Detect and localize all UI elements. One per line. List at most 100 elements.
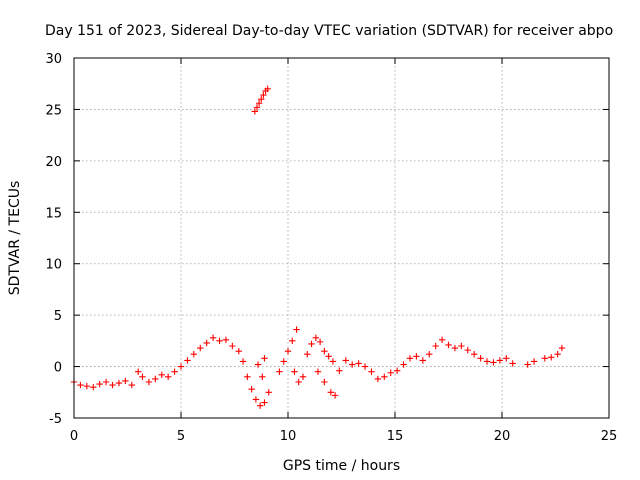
data-point: [259, 373, 266, 381]
data-point: [177, 363, 185, 370]
data-point: [295, 378, 302, 386]
data-point: [216, 337, 223, 345]
x-axis-label: GPS time / hours: [283, 458, 400, 474]
data-point: [239, 358, 247, 365]
data-point: [229, 342, 236, 350]
data-point: [509, 360, 516, 367]
data-point: [445, 341, 452, 349]
data-point: [261, 355, 268, 362]
data-point: [541, 355, 548, 362]
data-point: [432, 342, 439, 350]
data-point: [258, 95, 265, 103]
data-point: [171, 368, 178, 375]
data-point: [312, 334, 320, 341]
data-point: [308, 340, 315, 348]
data-point: [368, 368, 375, 375]
data-point: [90, 383, 97, 391]
data-point: [419, 357, 427, 364]
data-point: [490, 359, 497, 366]
data-point: [77, 381, 84, 389]
y-tick-label: 15: [45, 206, 62, 221]
data-point: [299, 373, 307, 381]
data-point: [284, 347, 292, 355]
data-point: [400, 361, 407, 368]
data-point: [503, 355, 510, 362]
data-point: [291, 368, 298, 375]
data-point: [387, 369, 394, 376]
data-point: [251, 108, 259, 115]
y-tick-label: 0: [54, 361, 62, 376]
data-point: [524, 361, 531, 368]
data-point: [209, 334, 217, 341]
y-tick-label: 30: [45, 52, 62, 67]
data-point: [145, 378, 153, 386]
data-point: [190, 351, 198, 358]
data-point: [222, 336, 230, 344]
plot-frame: [73, 57, 610, 419]
data-point: [280, 358, 287, 365]
x-tick-label: 20: [494, 429, 511, 444]
data-point: [102, 378, 110, 386]
y-tick-label: 5: [54, 309, 62, 324]
x-tick-label: 10: [280, 429, 297, 444]
x-tick-label: 25: [601, 429, 618, 444]
data-point: [438, 336, 446, 344]
data-point: [256, 402, 264, 409]
x-tick-label: 5: [177, 429, 185, 444]
y-axis-label: SDTVAR / TECUs: [7, 181, 23, 296]
data-point: [464, 346, 471, 354]
data-point: [128, 381, 135, 389]
data-point: [355, 360, 362, 367]
grid-lines: [74, 58, 609, 418]
data-point: [139, 373, 146, 381]
data-point: [261, 399, 268, 406]
data-point: [374, 375, 382, 383]
data-point: [197, 344, 204, 352]
y-tick-label: 25: [45, 103, 62, 118]
data-point: [316, 338, 324, 346]
data-point: [314, 368, 322, 375]
chart-title: Day 151 of 2023, Sidereal Day-to-day VTE…: [45, 23, 613, 39]
data-point: [331, 392, 339, 399]
data-point: [96, 380, 103, 388]
data-point: [530, 358, 538, 365]
data-point: [381, 373, 388, 381]
data-point: [264, 85, 271, 93]
data-point: [115, 379, 123, 387]
data-point: [164, 373, 172, 381]
data-point: [558, 344, 566, 352]
x-tick-label: 0: [70, 429, 78, 444]
data-point: [122, 377, 129, 385]
data-point: [451, 344, 459, 352]
y-tick-label: 20: [45, 155, 62, 170]
data-point: [304, 351, 311, 358]
data-point: [342, 357, 349, 364]
data-point: [235, 347, 242, 355]
y-tick-label: -5: [49, 412, 62, 427]
data-point: [406, 355, 414, 362]
data-point: [470, 351, 478, 358]
data-point: [426, 351, 433, 358]
data-point: [293, 326, 300, 333]
data-point: [244, 373, 251, 381]
data-point: [276, 368, 283, 375]
data-point: [265, 389, 272, 396]
data-point: [248, 386, 255, 393]
data-point: [325, 353, 332, 360]
data-point: [184, 357, 191, 364]
data-point: [327, 389, 334, 396]
data-points: [70, 85, 566, 409]
y-tick-label: 10: [45, 258, 62, 273]
data-point: [83, 382, 91, 390]
data-point: [554, 351, 561, 358]
data-point: [260, 91, 267, 99]
data-point: [203, 339, 210, 347]
data-point: [289, 337, 296, 345]
data-point: [255, 100, 263, 107]
data-point: [329, 358, 337, 365]
data-point: [253, 104, 261, 111]
data-point: [321, 378, 328, 386]
data-point: [393, 367, 401, 374]
data-point: [361, 363, 369, 370]
